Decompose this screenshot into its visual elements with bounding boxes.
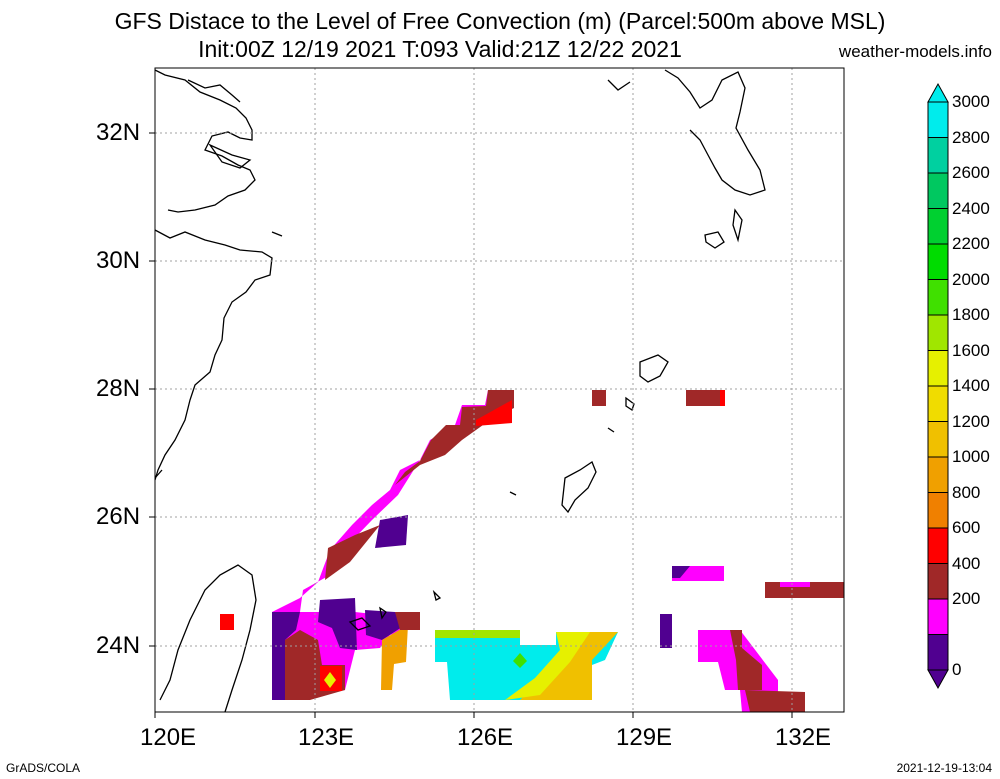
colorbar xyxy=(927,82,949,690)
colorbar-swatch xyxy=(927,385,949,422)
lon-label: 126E xyxy=(457,724,514,751)
lat-label: 30N xyxy=(96,247,141,274)
coastlines xyxy=(154,69,766,713)
colorbar-label: 200 xyxy=(952,589,981,608)
lat-label: 24N xyxy=(96,632,141,659)
colorbar-label: 1600 xyxy=(952,340,990,360)
colorbar-swatch xyxy=(927,243,949,280)
colorbar-label: 400 xyxy=(952,553,981,573)
chart-title: GFS Distace to the Level of Free Convect… xyxy=(114,8,886,34)
colorbar-label: 2000 xyxy=(952,269,990,289)
colorbar-label: 3000 xyxy=(952,92,990,111)
colorbar-label: 800 xyxy=(952,482,981,502)
colorbar-label: 600 xyxy=(952,518,981,537)
colorbar-swatch xyxy=(927,350,949,387)
colorbar-label: 0 xyxy=(952,660,962,679)
lon-label: 120E xyxy=(140,724,197,751)
colorbar-swatch xyxy=(927,314,949,351)
lat-label: 32N xyxy=(96,119,141,146)
colorbar-swatch xyxy=(927,563,949,600)
colorbar-swatch xyxy=(927,527,949,564)
colorbar-top-arrow xyxy=(927,82,949,103)
colorbar-label: 1800 xyxy=(952,305,990,324)
footer-timestamp: 2021-12-19-13:04 xyxy=(896,761,992,775)
colorbar-swatch xyxy=(927,456,949,493)
colorbar-swatch xyxy=(927,137,949,174)
colorbar-swatch xyxy=(927,208,949,245)
lon-label: 132E xyxy=(775,724,832,751)
chart-subtitle: Init:00Z 12/19 2021 T:093 Valid:21Z 12/2… xyxy=(198,36,682,62)
colorbar-swatch xyxy=(927,492,949,529)
colorbar-label: 1200 xyxy=(952,411,990,431)
gridlines xyxy=(155,68,844,712)
colorbar-bottom-arrow xyxy=(927,669,949,690)
colorbar-swatch xyxy=(927,172,949,209)
lfc-field xyxy=(220,390,844,712)
colorbar-swatch xyxy=(927,279,949,316)
colorbar-label: 2400 xyxy=(952,198,990,218)
colorbar-label: 2800 xyxy=(952,127,990,147)
site-credit: weather-models.info xyxy=(838,42,992,61)
plot-frame xyxy=(154,67,845,713)
colorbar-label: 1000 xyxy=(952,447,990,466)
colorbar-label: 2600 xyxy=(952,163,990,182)
axis-ticks xyxy=(149,132,793,718)
lat-label: 28N xyxy=(96,375,141,402)
colorbar-label: 1400 xyxy=(952,376,990,395)
colorbar-swatch xyxy=(927,598,949,635)
colorbar-swatch xyxy=(927,421,949,458)
colorbar-swatch xyxy=(927,101,949,138)
lon-label: 123E xyxy=(298,724,355,751)
colorbar-swatch xyxy=(927,634,949,671)
lat-label: 26N xyxy=(96,503,141,530)
colorbar-label: 2200 xyxy=(952,234,990,253)
footer-credit: GrADS/COLA xyxy=(6,761,81,775)
lon-label: 129E xyxy=(616,724,673,751)
